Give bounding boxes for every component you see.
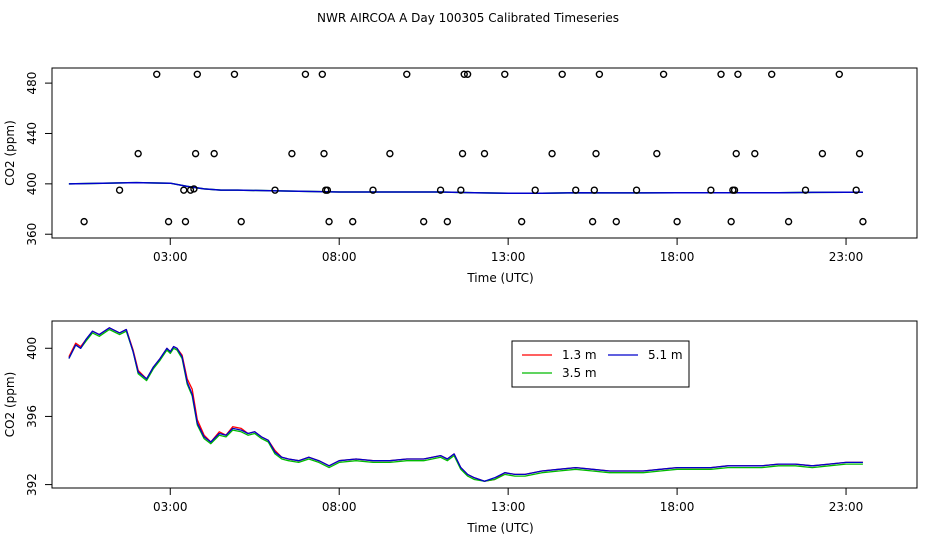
scatter-point	[784, 217, 793, 226]
scatter-point	[558, 70, 566, 78]
x-axis-label: Time (UTC)	[466, 521, 533, 535]
x-tick-label: 03:00	[153, 500, 188, 514]
x-tick-label: 13:00	[491, 500, 526, 514]
scatter-point	[180, 186, 188, 194]
scatter-point	[653, 149, 661, 158]
legend: 1.3 m 3.5 m 5.1 m	[511, 340, 690, 388]
scatter-point	[835, 70, 843, 78]
plot-frame	[51, 67, 918, 239]
bottom-panel-line: 03:00 08:00 13:00 18:00 23:00 392 396 400 Time (…	[3, 320, 918, 535]
y-tick-label: 392	[25, 473, 39, 496]
x-tick-label: 13:00	[491, 250, 526, 264]
scatter-point	[612, 217, 620, 226]
scatter-point	[458, 149, 467, 158]
top-panel-scatter: 03:00 08:00 13:00 18:00 23:00 360 400 440 480 Tim…	[3, 67, 918, 285]
y-tick-label: 480	[25, 72, 39, 95]
series-line-5-1-m	[68, 327, 863, 482]
scatter-point	[419, 217, 428, 226]
legend-label: 1.3 m	[562, 348, 597, 362]
scatter-point	[80, 217, 88, 226]
scatter-point	[237, 217, 245, 226]
legend-box	[511, 340, 690, 388]
scatter-point	[590, 186, 599, 194]
scatter-point	[632, 186, 641, 194]
scatter-point	[572, 186, 580, 194]
scatter-point	[443, 217, 452, 226]
x-tick-label: 18:00	[660, 250, 695, 264]
scatter-point	[531, 186, 539, 194]
plot-frame	[51, 320, 918, 489]
scatter-point	[480, 149, 489, 158]
x-tick-label: 18:00	[660, 500, 695, 514]
x-tick-label: 23:00	[829, 250, 864, 264]
legend-label: 3.5 m	[562, 366, 597, 380]
scatter-point	[548, 149, 556, 158]
scatter-point	[818, 149, 827, 158]
y-tick-label: 400	[25, 337, 39, 360]
scatter-point	[730, 186, 739, 194]
scatter-point	[463, 70, 472, 78]
scatter-point	[191, 149, 200, 158]
scatter-point	[732, 149, 740, 158]
y-axis-label: CO2 (ppm)	[3, 120, 17, 186]
scatter-point	[186, 186, 195, 194]
scatter-point	[852, 186, 860, 194]
scatter-point	[386, 149, 394, 158]
scatter-point	[659, 70, 668, 78]
scatter-point	[673, 217, 681, 226]
scatter-point	[164, 217, 173, 226]
scatter-point	[801, 186, 810, 194]
scatter-point	[271, 186, 279, 194]
y-tick-label: 396	[25, 405, 39, 428]
scatter-point	[517, 217, 526, 226]
figure-title: NWR AIRCOA A Day 100305 Calibrated Times…	[317, 11, 619, 25]
series-line-3-5-m	[68, 328, 863, 482]
legend-label: 5.1 m	[648, 348, 683, 362]
scatter-point	[588, 217, 597, 226]
scatter-point	[210, 149, 218, 158]
scatter-point	[181, 217, 190, 226]
scatter-point	[734, 70, 742, 78]
scatter-point	[460, 70, 468, 78]
scatter-point	[318, 70, 327, 78]
scatter-point	[288, 149, 296, 158]
y-axis-label: CO2 (ppm)	[3, 372, 17, 438]
scatter-point	[727, 217, 735, 226]
series-line-1-3-m	[68, 327, 863, 482]
y-tick-label: 440	[25, 122, 39, 145]
scatter-point	[301, 70, 310, 78]
scatter-point	[751, 149, 759, 158]
scatter-point	[403, 70, 411, 78]
scatter-point	[855, 149, 864, 158]
scatter-point	[768, 70, 776, 78]
scatter-point	[134, 149, 142, 158]
scatter-point	[859, 217, 867, 226]
x-tick-label: 08:00	[322, 250, 357, 264]
scatter-point	[230, 70, 239, 78]
scatter-point	[592, 149, 600, 158]
scatter-point	[457, 186, 465, 194]
x-axis-label: Time (UTC)	[466, 271, 533, 285]
scatter-point	[320, 149, 328, 158]
y-tick-label: 400	[25, 172, 39, 195]
y-tick-label: 360	[25, 223, 39, 246]
scatter-point	[349, 217, 357, 226]
scatter-point	[193, 70, 201, 78]
scatter-point	[115, 186, 124, 194]
scatter-point	[595, 70, 604, 78]
x-tick-label: 23:00	[829, 500, 864, 514]
scatter-point	[190, 185, 198, 193]
scatter-point	[325, 217, 333, 226]
x-tick-label: 08:00	[322, 500, 357, 514]
scatter-point	[501, 70, 509, 78]
scatter-point	[323, 186, 332, 194]
scatter-point	[707, 186, 715, 194]
scatter-point	[153, 70, 161, 78]
x-tick-label: 03:00	[153, 250, 188, 264]
scatter-point	[717, 70, 725, 78]
scatter-point	[436, 186, 445, 194]
scatter-point	[369, 186, 377, 194]
